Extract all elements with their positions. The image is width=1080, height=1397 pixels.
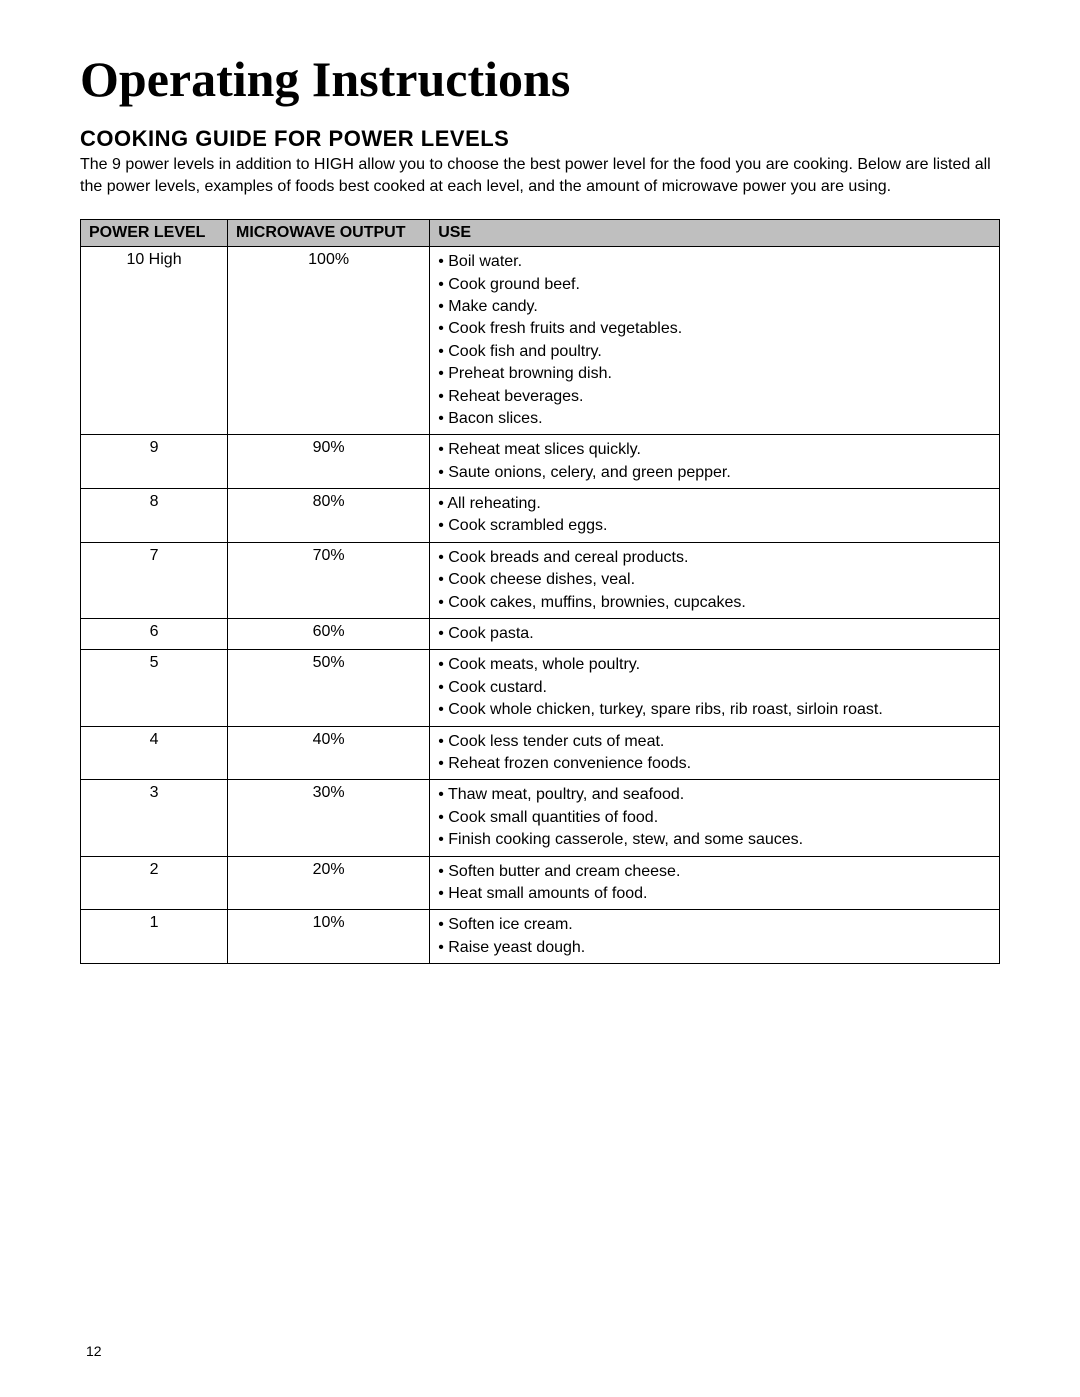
- use-item: Cook breads and cereal products.: [438, 547, 991, 569]
- use-item: All reheating.: [438, 493, 991, 515]
- use-list: Soften ice cream.Raise yeast dough.: [438, 914, 991, 959]
- cell-microwave-output: 90%: [228, 435, 430, 489]
- use-list: Cook less tender cuts of meat.Reheat fro…: [438, 731, 991, 776]
- header-power-level: POWER LEVEL: [81, 220, 228, 247]
- use-item: Saute onions, celery, and green pepper.: [438, 462, 991, 484]
- cell-power-level: 9: [81, 435, 228, 489]
- cell-use: Cook pasta.: [430, 619, 1000, 650]
- use-item: Make candy.: [438, 296, 991, 318]
- cell-power-level: 3: [81, 780, 228, 856]
- cell-microwave-output: 20%: [228, 856, 430, 910]
- cell-use: Boil water.Cook ground beef.Make candy.C…: [430, 247, 1000, 435]
- table-row: 880%All reheating.Cook scrambled eggs.: [81, 489, 1000, 543]
- cell-use: Cook less tender cuts of meat.Reheat fro…: [430, 726, 1000, 780]
- page-title: Operating Instructions: [80, 50, 1000, 108]
- use-item: Cook custard.: [438, 677, 991, 699]
- cell-use: Soften butter and cream cheese.Heat smal…: [430, 856, 1000, 910]
- table-body: 10 High100%Boil water.Cook ground beef.M…: [81, 247, 1000, 964]
- table-header-row: POWER LEVEL MICROWAVE OUTPUT USE: [81, 220, 1000, 247]
- cell-microwave-output: 50%: [228, 650, 430, 726]
- use-list: Cook breads and cereal products.Cook che…: [438, 547, 991, 614]
- table-row: 10 High100%Boil water.Cook ground beef.M…: [81, 247, 1000, 435]
- use-list: Cook meats, whole poultry.Cook custard.C…: [438, 654, 991, 721]
- cell-power-level: 1: [81, 910, 228, 964]
- use-item: Cook cakes, muffins, brownies, cupcakes.: [438, 592, 991, 614]
- cell-use: Reheat meat slices quickly.Saute onions,…: [430, 435, 1000, 489]
- cell-power-level: 10 High: [81, 247, 228, 435]
- cell-use: Thaw meat, poultry, and seafood.Cook sma…: [430, 780, 1000, 856]
- cell-microwave-output: 30%: [228, 780, 430, 856]
- table-row: 330%Thaw meat, poultry, and seafood.Cook…: [81, 780, 1000, 856]
- use-item: Finish cooking casserole, stew, and some…: [438, 829, 991, 851]
- use-item: Cook fish and poultry.: [438, 341, 991, 363]
- use-item: Bacon slices.: [438, 408, 991, 430]
- use-item: Reheat meat slices quickly.: [438, 439, 991, 461]
- use-item: Cook scrambled eggs.: [438, 515, 991, 537]
- cell-microwave-output: 100%: [228, 247, 430, 435]
- use-item: Cook ground beef.: [438, 274, 991, 296]
- cell-microwave-output: 10%: [228, 910, 430, 964]
- cell-power-level: 5: [81, 650, 228, 726]
- use-list: Reheat meat slices quickly.Saute onions,…: [438, 439, 991, 484]
- cell-microwave-output: 60%: [228, 619, 430, 650]
- table-row: 550%Cook meats, whole poultry.Cook custa…: [81, 650, 1000, 726]
- intro-paragraph: The 9 power levels in addition to HIGH a…: [80, 154, 1000, 197]
- cell-microwave-output: 70%: [228, 542, 430, 618]
- use-item: Cook whole chicken, turkey, spare ribs, …: [438, 699, 991, 721]
- table-row: 660% Cook pasta.: [81, 619, 1000, 650]
- cell-use: Cook meats, whole poultry.Cook custard.C…: [430, 650, 1000, 726]
- cell-use: Cook breads and cereal products.Cook che…: [430, 542, 1000, 618]
- use-item: Preheat browning dish.: [438, 363, 991, 385]
- use-item: Boil water.: [438, 251, 991, 273]
- use-item: Thaw meat, poultry, and seafood.: [438, 784, 991, 806]
- cell-power-level: 7: [81, 542, 228, 618]
- use-item: Reheat frozen convenience foods.: [438, 753, 991, 775]
- use-list: All reheating.Cook scrambled eggs.: [438, 493, 991, 538]
- use-list: Soften butter and cream cheese.Heat smal…: [438, 861, 991, 906]
- cell-power-level: 2: [81, 856, 228, 910]
- use-list: Thaw meat, poultry, and seafood.Cook sma…: [438, 784, 991, 851]
- use-item: Heat small amounts of food.: [438, 883, 991, 905]
- table-row: 440%Cook less tender cuts of meat.Reheat…: [81, 726, 1000, 780]
- cell-microwave-output: 40%: [228, 726, 430, 780]
- table-row: 220%Soften butter and cream cheese.Heat …: [81, 856, 1000, 910]
- page-number: 12: [86, 1343, 102, 1359]
- cell-power-level: 6: [81, 619, 228, 650]
- table-row: 990%Reheat meat slices quickly.Saute oni…: [81, 435, 1000, 489]
- use-item: Cook fresh fruits and vegetables.: [438, 318, 991, 340]
- use-item: Cook cheese dishes, veal.: [438, 569, 991, 591]
- use-item: Soften butter and cream cheese.: [438, 861, 991, 883]
- header-microwave-output: MICROWAVE OUTPUT: [228, 220, 430, 247]
- use-list: Boil water.Cook ground beef.Make candy.C…: [438, 251, 991, 430]
- table-row: 770%Cook breads and cereal products.Cook…: [81, 542, 1000, 618]
- header-use: USE: [430, 220, 1000, 247]
- power-levels-table: POWER LEVEL MICROWAVE OUTPUT USE 10 High…: [80, 219, 1000, 964]
- cell-power-level: 4: [81, 726, 228, 780]
- use-item: Soften ice cream.: [438, 914, 991, 936]
- cell-power-level: 8: [81, 489, 228, 543]
- use-item: Cook pasta.: [438, 623, 991, 645]
- table-row: 110%Soften ice cream.Raise yeast dough.: [81, 910, 1000, 964]
- use-item: Cook meats, whole poultry.: [438, 654, 991, 676]
- cell-microwave-output: 80%: [228, 489, 430, 543]
- use-list: Cook pasta.: [438, 623, 991, 645]
- use-item: Cook small quantities of food.: [438, 807, 991, 829]
- cell-use: All reheating.Cook scrambled eggs.: [430, 489, 1000, 543]
- use-item: Cook less tender cuts of meat.: [438, 731, 991, 753]
- use-item: Reheat beverages.: [438, 386, 991, 408]
- section-heading: COOKING GUIDE FOR POWER LEVELS: [80, 126, 1000, 152]
- use-item: Raise yeast dough.: [438, 937, 991, 959]
- cell-use: Soften ice cream.Raise yeast dough.: [430, 910, 1000, 964]
